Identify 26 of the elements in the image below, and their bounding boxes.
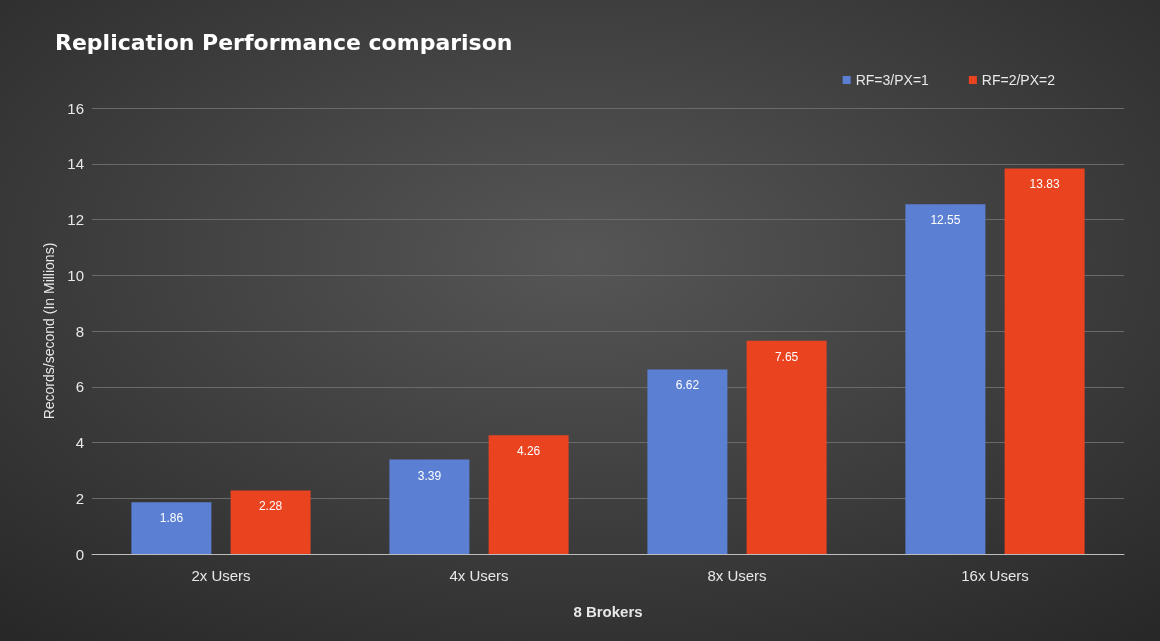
data-label: 12.55: [930, 213, 961, 228]
legend-label: RF=2/PX=2: [981, 72, 1056, 88]
data-label: 7.65: [774, 349, 799, 364]
data-label: 2.28: [258, 499, 283, 514]
y-tick-label: 10: [67, 266, 84, 284]
chart-title: Replication Performance comparison: [55, 29, 513, 55]
x-tick-label: 16x Users: [961, 567, 1029, 584]
y-tick-label: 12: [67, 211, 84, 228]
y-tick-label: 8: [75, 322, 84, 340]
data-label: 4.26: [516, 444, 541, 459]
x-tick-label: 4x Users: [449, 567, 509, 584]
data-label: 1.86: [159, 511, 184, 526]
legend-label: RF=3/PX=1: [855, 72, 930, 88]
data-label: 3.39: [417, 468, 442, 483]
y-tick-label: 4: [75, 434, 84, 451]
x-tick-label: 8x Users: [707, 567, 767, 584]
y-tick-label: 16: [67, 99, 84, 117]
x-tick-label: 2x Users: [191, 567, 251, 584]
x-axis-title: 8 Brokers: [573, 603, 643, 620]
y-tick-label: 6: [75, 378, 84, 396]
data-label: 13.83: [1029, 177, 1060, 192]
data-label: 6.62: [675, 378, 700, 393]
y-tick-label: 2: [75, 489, 84, 507]
y-tick-label: 0: [75, 545, 84, 563]
y-axis-title: Records/second (In Millions): [41, 242, 58, 420]
y-tick-label: 14: [67, 155, 84, 173]
